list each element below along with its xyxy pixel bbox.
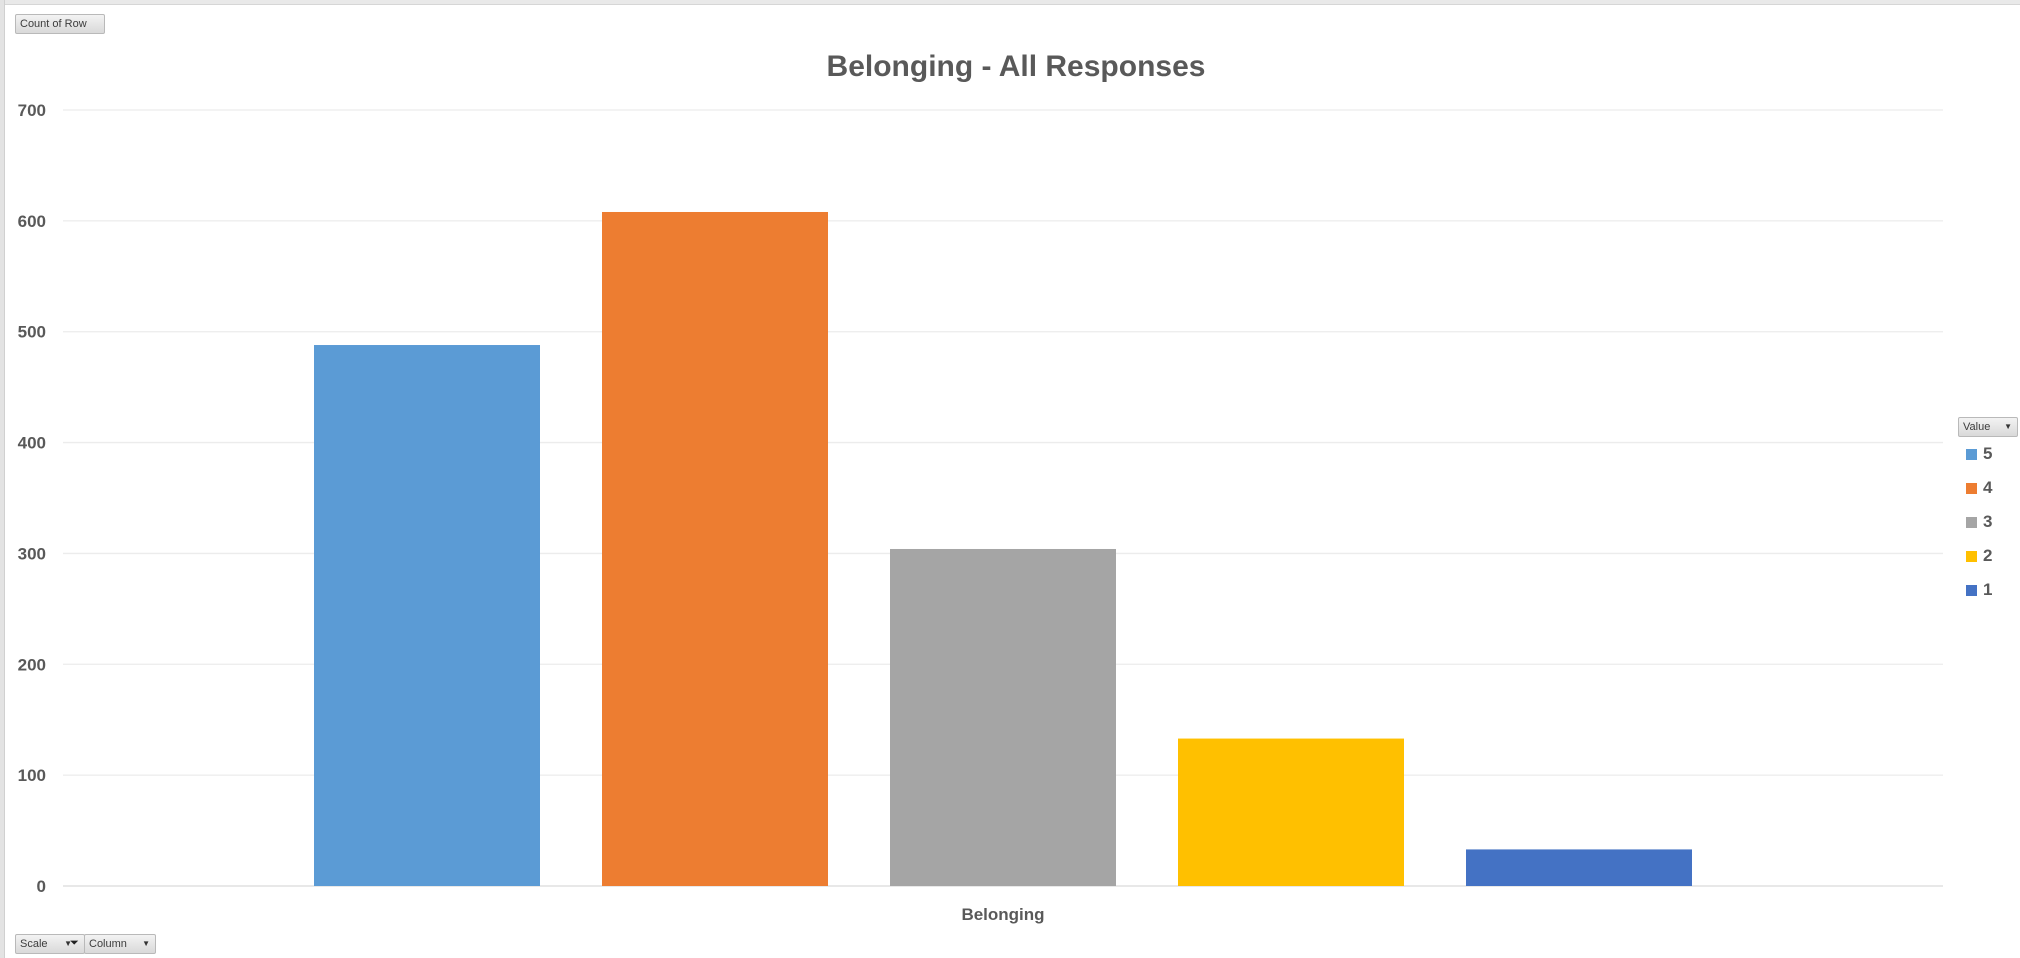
- window-left-border: [0, 0, 5, 958]
- axis-field-button-scale[interactable]: Scale ⏷ ▼: [15, 934, 85, 954]
- axis-field-button-column[interactable]: Column ▼: [84, 934, 156, 954]
- y-tick-label: 300: [18, 544, 46, 563]
- legend-item-1[interactable]: 1: [1966, 580, 2020, 614]
- legend-item-4[interactable]: 4: [1966, 478, 2020, 512]
- bars: [314, 211, 1692, 886]
- bar-series-5[interactable]: [314, 345, 540, 886]
- x-category-label: Belonging: [961, 905, 1044, 924]
- legend-swatch: [1966, 483, 1977, 494]
- legend-swatch: [1966, 551, 1977, 562]
- filter-icon[interactable]: ⏷: [70, 937, 79, 949]
- legend-field-label: Value: [1963, 421, 1991, 433]
- legend-swatch: [1966, 517, 1977, 528]
- y-tick-label: 100: [18, 766, 46, 785]
- legend-field-button[interactable]: Value ▼: [1958, 417, 2018, 437]
- bar-series-3[interactable]: [890, 548, 1116, 886]
- chevron-down-icon[interactable]: ▼: [64, 939, 72, 948]
- legend-label: 4: [1983, 478, 1993, 497]
- chart-title: Belonging - All Responses: [827, 50, 1206, 83]
- legend-item-5[interactable]: 5: [1966, 444, 2020, 478]
- legend-item-3[interactable]: 3: [1966, 512, 2020, 546]
- value-field-label: Count of Row: [20, 18, 87, 30]
- legend-swatch: [1966, 449, 1977, 460]
- value-field-button[interactable]: Count of Row: [15, 14, 105, 34]
- chevron-down-icon[interactable]: ▼: [2004, 422, 2012, 431]
- y-tick-label: 200: [18, 655, 46, 674]
- legend-label: 1: [1983, 580, 1993, 599]
- window-top-border: [0, 0, 2020, 5]
- legend-label: 2: [1983, 546, 1993, 565]
- legend-label: 5: [1983, 444, 1993, 463]
- y-tick-label: 500: [18, 323, 46, 342]
- bar-series-1[interactable]: [1466, 849, 1692, 886]
- bar-series-4[interactable]: [602, 211, 828, 886]
- axis-field-label-scale: Scale: [20, 938, 48, 950]
- y-tick-label: 600: [18, 212, 46, 231]
- axis-field-label-column: Column: [89, 938, 127, 950]
- x-axis-category-labels: Belonging: [961, 905, 1044, 924]
- y-tick-label: 0: [37, 877, 46, 896]
- chevron-down-icon[interactable]: ▼: [142, 939, 150, 948]
- legend-item-2[interactable]: 2: [1966, 546, 2020, 580]
- y-axis-tick-labels: 0 100 200 300 400 500 600 700: [18, 101, 46, 896]
- y-tick-label: 400: [18, 434, 46, 453]
- chart-legend: 5 4 3 2 1: [1966, 444, 2020, 614]
- y-tick-label: 700: [18, 101, 46, 120]
- bar-series-2[interactable]: [1178, 738, 1404, 886]
- legend-label: 3: [1983, 512, 1993, 531]
- legend-swatch: [1966, 585, 1977, 596]
